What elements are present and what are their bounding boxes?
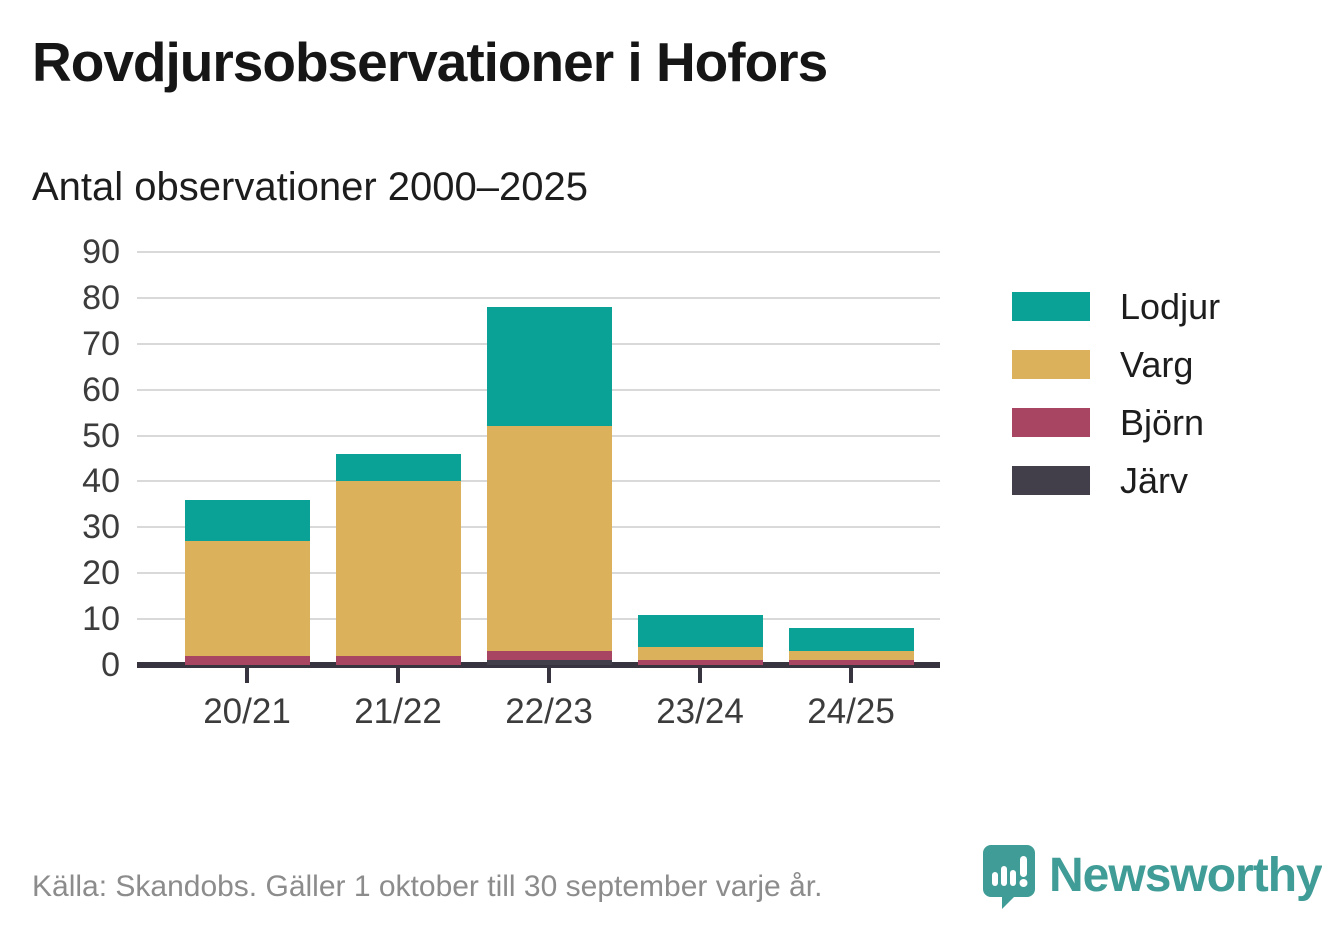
y-axis-label-50: 50	[82, 416, 120, 455]
source-note: Källa: Skandobs. Gäller 1 oktober till 3…	[32, 870, 823, 903]
y-axis-label-80: 80	[82, 278, 120, 317]
x-axis-line	[137, 662, 940, 668]
x-axis-label-24-25: 24/25	[807, 692, 895, 731]
x-axis-label-23-24: 23/24	[656, 692, 744, 731]
bar-segment-22-23-järv	[486, 660, 612, 665]
x-axis-tick-23-24	[698, 668, 702, 683]
y-axis-label-30: 30	[82, 508, 120, 547]
legend-label-lodjur: Lodjur	[1120, 285, 1221, 327]
y-axis-label-10: 10	[82, 600, 120, 639]
bar-segment-20-21-lodjur	[184, 499, 310, 542]
gridline-80	[137, 296, 940, 299]
bar-segment-24-25-varg	[788, 651, 914, 661]
newsworthy-logo-icon	[983, 845, 1035, 909]
bar-segment-24-25-björn	[788, 660, 914, 665]
y-axis-label-90: 90	[82, 233, 120, 271]
x-axis-tick-24-25	[849, 668, 853, 683]
bar-segment-20-21-björn	[184, 655, 310, 665]
x-axis-label-20-21: 20/21	[203, 692, 291, 731]
y-axis-label-60: 60	[82, 370, 120, 409]
x-axis-label-22-23: 22/23	[505, 692, 593, 731]
legend-swatch-björn	[1012, 408, 1090, 437]
y-axis-label-70: 70	[82, 324, 120, 363]
legend-item-lodjur: Lodjur	[1012, 286, 1220, 327]
y-axis-label-20: 20	[82, 554, 120, 593]
x-axis-tick-22-23	[547, 668, 551, 683]
legend-item-björn: Björn	[1012, 402, 1220, 443]
bar-segment-22-23-lodjur	[486, 307, 612, 427]
bar-segment-21-22-lodjur	[335, 453, 461, 482]
y-axis-label-40: 40	[82, 462, 120, 501]
chart-legend: Lodjur Varg Björn Järv	[1012, 286, 1220, 524]
x-axis-label-21-22: 21/22	[354, 692, 442, 731]
legend-item-järv: Järv	[1012, 460, 1220, 501]
chart-subtitle: Antal observationer 2000–2025	[32, 165, 588, 209]
bar-segment-22-23-björn	[486, 651, 612, 661]
bar-segment-21-22-varg	[335, 481, 461, 656]
bar-segment-22-23-varg	[486, 426, 612, 652]
legend-swatch-järv	[1012, 466, 1090, 495]
newsworthy-logo-text: Newsworthy	[1049, 848, 1322, 902]
bar-segment-24-25-lodjur	[788, 628, 914, 652]
x-axis-tick-21-22	[396, 668, 400, 683]
bar-segment-21-22-björn	[335, 655, 461, 665]
bar-segment-23-24-lodjur	[637, 614, 763, 647]
bar-segment-20-21-varg	[184, 541, 310, 656]
bar-segment-23-24-varg	[637, 646, 763, 661]
legend-label-järv: Järv	[1120, 459, 1189, 501]
chart-title: Rovdjursobservationer i Hofors	[32, 31, 828, 93]
gridline-90	[137, 251, 940, 253]
x-axis-tick-20-21	[245, 668, 249, 683]
bar-segment-23-24-björn	[637, 660, 763, 665]
y-axis-label-0: 0	[101, 646, 120, 684]
legend-swatch-varg	[1012, 350, 1090, 379]
newsworthy-logo: Newsworthy	[983, 845, 1322, 909]
legend-label-björn: Björn	[1120, 401, 1205, 443]
legend-label-varg: Varg	[1120, 343, 1194, 385]
legend-item-varg: Varg	[1012, 344, 1220, 385]
legend-swatch-lodjur	[1012, 292, 1090, 321]
